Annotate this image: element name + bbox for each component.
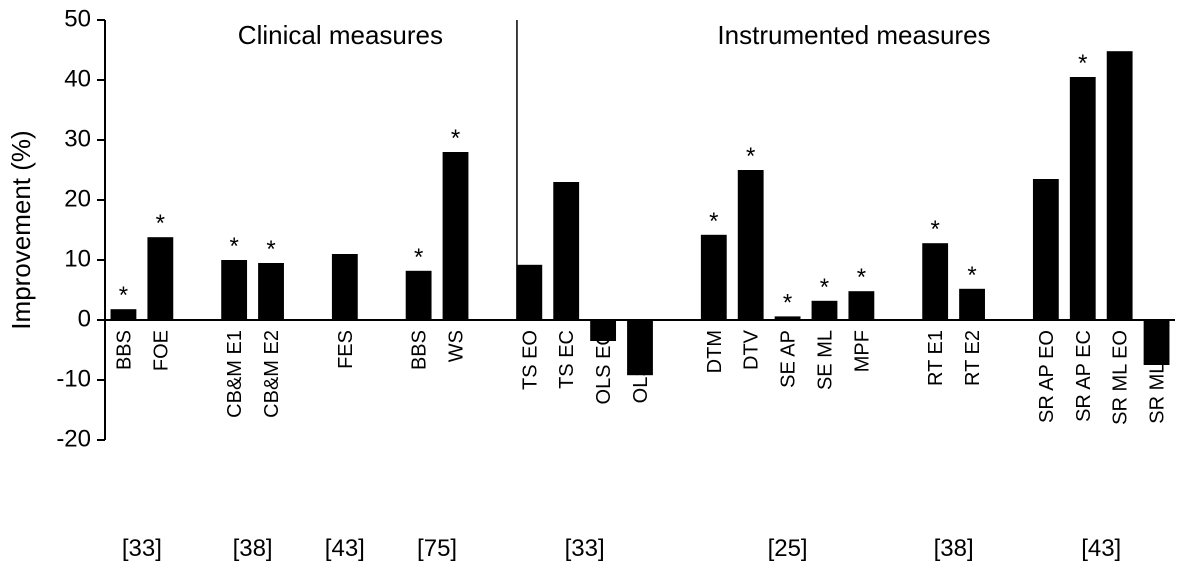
bar-label: RT E2 xyxy=(962,330,984,386)
significance-star: * xyxy=(414,244,423,271)
group-ref-label: [38] xyxy=(934,535,974,562)
group-ref-label: [33] xyxy=(122,535,162,562)
group-ref-label: [38] xyxy=(233,535,273,562)
group-ref-label: [43] xyxy=(325,535,365,562)
bar xyxy=(959,289,985,320)
y-tick-label: 20 xyxy=(64,185,91,212)
bar-label: TS EC xyxy=(556,330,578,389)
bar-label: FES xyxy=(335,330,357,369)
bar-label: OLS EO xyxy=(593,330,615,404)
bar xyxy=(848,291,874,320)
bar xyxy=(406,271,432,320)
bar xyxy=(147,237,173,320)
bar-label: OLS EC xyxy=(630,330,652,403)
section-header: Clinical measures xyxy=(238,20,443,50)
significance-star: * xyxy=(451,125,460,152)
group-ref-label: [43] xyxy=(1081,535,1121,562)
significance-star: * xyxy=(709,208,718,235)
y-tick-label: 0 xyxy=(78,305,91,332)
significance-star: * xyxy=(783,289,792,316)
bar-label: DTV xyxy=(741,329,763,370)
section-header: Instrumented measures xyxy=(717,20,990,50)
bar xyxy=(1070,77,1096,320)
significance-star: * xyxy=(229,233,238,260)
significance-star: * xyxy=(156,210,165,237)
group-ref-label: [25] xyxy=(768,535,808,562)
significance-star: * xyxy=(1078,50,1087,77)
bar-label: SR ML EO xyxy=(1110,330,1132,425)
bar-label: WS xyxy=(446,330,468,362)
y-tick-label: -10 xyxy=(56,365,91,392)
bar-label: BBS xyxy=(409,330,431,370)
bar-label: TS EO xyxy=(519,330,541,390)
significance-star: * xyxy=(266,236,275,263)
y-tick-label: -20 xyxy=(56,425,91,452)
bar xyxy=(701,235,727,320)
group-ref-label: [33] xyxy=(565,535,605,562)
bar xyxy=(775,316,801,320)
bar xyxy=(258,263,284,320)
bar-label: CB&M E1 xyxy=(224,330,246,418)
bar xyxy=(922,243,948,320)
bar-label: FOE xyxy=(150,330,172,371)
significance-star: * xyxy=(967,262,976,289)
bar xyxy=(553,182,579,320)
bar-label: MPF xyxy=(851,330,873,372)
improvement-chart: -20 -10 0 10 20 30 40 50 Improvement (%) Clinical… xyxy=(0,0,1200,572)
bar-label: SE AP xyxy=(778,330,800,388)
significance-star: * xyxy=(857,264,866,291)
y-axis-label: Improvement (%) xyxy=(6,130,36,329)
y-tick-label: 30 xyxy=(64,125,91,152)
y-tick-label: 50 xyxy=(64,5,91,32)
bar-label: RT E1 xyxy=(925,330,947,386)
bar xyxy=(111,309,137,320)
bar xyxy=(516,265,542,320)
bar xyxy=(1107,51,1133,320)
bar xyxy=(738,170,764,320)
significance-star: * xyxy=(119,282,128,309)
y-tick-label: 40 xyxy=(64,65,91,92)
bar-label: BBS xyxy=(113,330,135,370)
group-ref-label: [75] xyxy=(417,535,457,562)
bar xyxy=(443,152,469,320)
y-tick-label: 10 xyxy=(64,245,91,272)
bar-label: DTM xyxy=(704,330,726,373)
bar xyxy=(812,301,838,320)
bar-label: SE ML xyxy=(814,330,836,390)
bar-label: SR AP EC xyxy=(1073,330,1095,422)
significance-star: * xyxy=(746,143,755,170)
bar-label: CB&M E2 xyxy=(261,330,283,418)
bar xyxy=(332,254,358,320)
significance-star: * xyxy=(931,216,940,243)
bar xyxy=(1033,179,1059,320)
bar xyxy=(221,260,247,320)
bar-label: SR ML EC xyxy=(1147,330,1169,424)
bar-label: SR AP EO xyxy=(1036,330,1058,423)
significance-star: * xyxy=(820,274,829,301)
